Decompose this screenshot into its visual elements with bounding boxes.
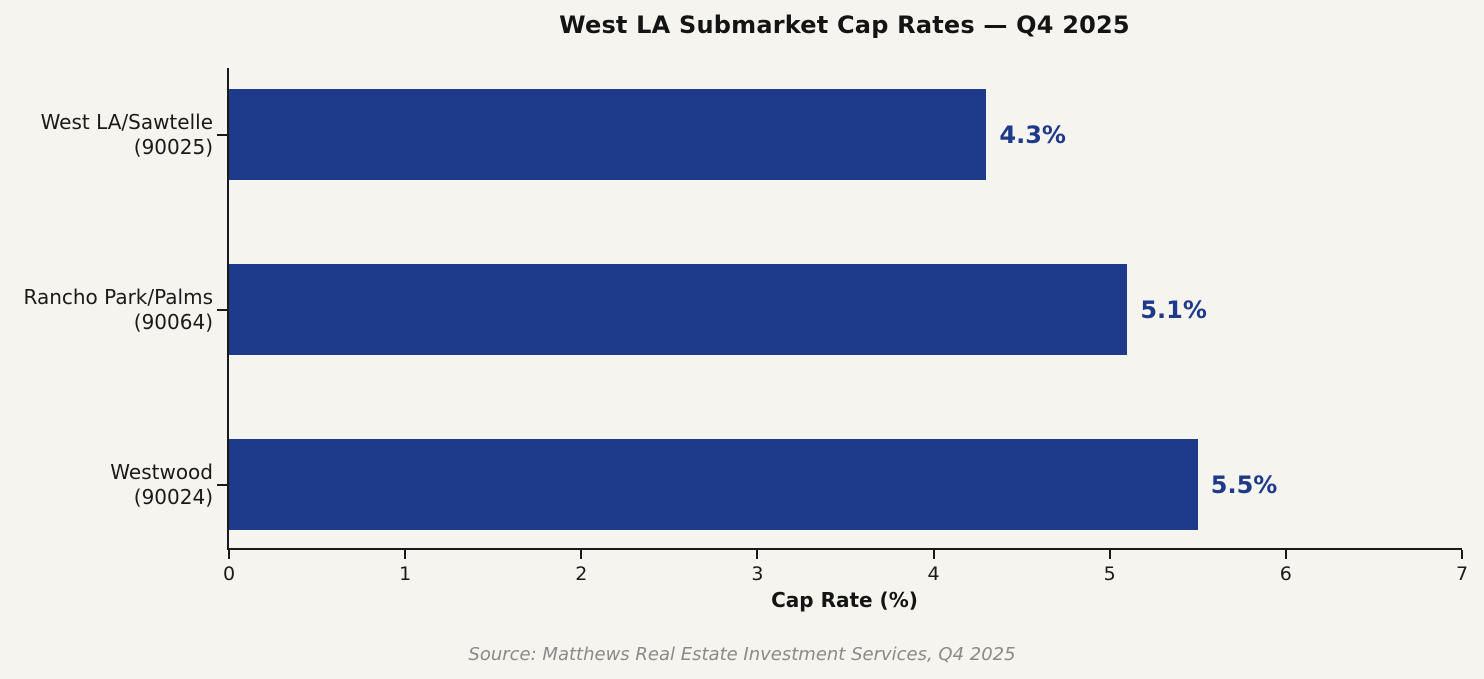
x-tick-label: 0 [222,563,236,585]
x-tick-label: 5 [1103,563,1116,585]
x-tick-label: 7 [1455,563,1469,585]
x-tick-label: 1 [399,563,412,585]
category-label-line1: Rancho Park/Palms [23,284,214,309]
chart-title: West LA Submarket Cap Rates — Q4 2025 [559,11,1130,39]
category-label-line2: (90064) [133,309,213,334]
plot-area: West LA/Sawtelle (90025) 4.3% Rancho Par… [24,68,1468,585]
x-tick-mark [756,550,759,559]
value-label-westwood: 5.5% [1210,470,1278,499]
x-tick-label: 2 [575,563,588,585]
x-tick-mark [404,550,407,559]
x-tick-mark [1284,550,1287,559]
bar-row-rancho-park-palms: Rancho Park/Palms (90064) 5.1% [24,264,1462,355]
category-label-line1: Westwood [110,459,213,484]
bar-row-westwood: Westwood (90024) 5.5% [110,439,1462,530]
bar-west-la-sawtelle [229,89,987,180]
value-label-west-la-sawtelle: 4.3% [999,120,1066,149]
bar-row-west-la-sawtelle: West LA/Sawtelle (90025) 4.3% [41,89,1462,180]
x-axis-title: Cap Rate (%) [771,588,918,612]
x-tick-label: 4 [927,563,940,585]
category-label-line2: (90024) [133,484,213,509]
bar-westwood [229,439,1198,530]
x-tick-label: 6 [1279,563,1292,585]
category-label-line1: West LA/Sawtelle [40,109,213,134]
category-label-rancho-park-palms: Rancho Park/Palms (90064) [24,285,214,335]
category-label-line2: (90025) [133,134,213,159]
x-tick-mark [1461,550,1463,559]
y-tick-mark [217,133,227,136]
bar-rancho-park-palms [229,264,1128,355]
x-tick-label: 3 [751,563,764,585]
x-tick-mark [932,550,935,559]
x-tick-mark [580,550,583,559]
x-tick-mark [1108,550,1111,559]
y-tick-mark [217,308,227,311]
value-label-rancho-park-palms: 5.1% [1140,295,1207,324]
category-label-west-la-sawtelle: West LA/Sawtelle (90025) [41,110,213,160]
y-tick-mark [217,483,227,486]
source-note: Source: Matthews Real Estate Investment … [468,644,1016,665]
x-tick-mark [228,550,230,559]
category-label-westwood: Westwood (90024) [110,460,213,510]
